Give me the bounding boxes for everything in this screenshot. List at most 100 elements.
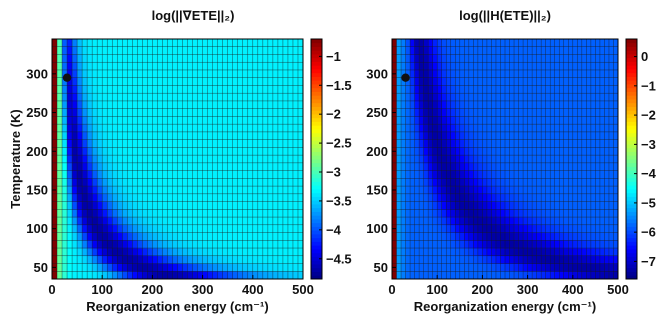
heatmap-cell [550, 124, 556, 133]
heatmap-cell [590, 116, 596, 125]
heatmap-cell [532, 240, 537, 249]
heatmap-cell [586, 93, 592, 102]
heatmap-cell [77, 240, 83, 249]
heatmap-cell [428, 193, 433, 202]
heatmap-cell [459, 108, 465, 117]
colorbar-swatch [626, 114, 637, 119]
heatmap-cell [222, 147, 228, 156]
heatmap-cell [197, 201, 203, 210]
heatmap-cell [287, 248, 294, 257]
heatmap-cell [187, 131, 193, 140]
heatmap-cell [604, 108, 610, 117]
colorbar-swatch [311, 177, 322, 182]
heatmap-cell [122, 209, 128, 218]
heatmap-cell [572, 77, 578, 86]
heatmap-cell [482, 54, 488, 63]
colorbar-swatch [311, 170, 322, 175]
heatmap-cell [132, 209, 138, 218]
heatmap-cell [405, 209, 411, 218]
heatmap-cell [257, 85, 264, 94]
heatmap-cell [568, 54, 574, 63]
heatmap-cell [67, 232, 73, 241]
heatmap-cell [559, 193, 565, 202]
heatmap-cell [232, 263, 239, 272]
heatmap-cell [536, 232, 542, 241]
heatmap-cell [102, 108, 108, 117]
heatmap-cell [495, 116, 501, 125]
heatmap-cell [142, 93, 148, 102]
heatmap-cell [162, 271, 168, 280]
heatmap-cell [505, 124, 510, 133]
heatmap-cell [142, 131, 148, 140]
heatmap-cell [222, 108, 228, 117]
heatmap-cell [82, 69, 88, 79]
heatmap-cell [227, 240, 234, 249]
heatmap-cell [595, 77, 601, 86]
heatmap-cell [202, 46, 208, 55]
heatmap-cell [167, 162, 173, 171]
heatmap-cell [541, 248, 546, 257]
heatmap-cell [441, 155, 447, 164]
heatmap-cell [272, 209, 279, 218]
heatmap-cell [222, 100, 228, 109]
heatmap-cell [527, 85, 533, 94]
heatmap-cell [473, 263, 479, 272]
heatmap-cell [167, 62, 173, 71]
heatmap-cell [455, 240, 461, 249]
heatmap-cell [167, 232, 173, 241]
heatmap-cell [62, 77, 68, 86]
heatmap-cell [586, 46, 592, 55]
heatmap-cell [252, 46, 259, 55]
heatmap-cell [482, 193, 488, 202]
heatmap-cell [292, 255, 299, 264]
heatmap-cell [202, 77, 208, 86]
heatmap-cell [572, 263, 578, 272]
heatmap-cell [122, 217, 128, 226]
colorbar-swatch [626, 226, 637, 231]
heatmap-cell [117, 85, 123, 94]
heatmap-cell [142, 162, 148, 171]
heatmap-cell [217, 178, 223, 187]
colorbar-swatch [311, 69, 322, 74]
heatmap-cell [282, 248, 289, 257]
heatmap-cell [222, 263, 228, 272]
heatmap-cell [177, 116, 183, 125]
heatmap-cell [272, 139, 279, 148]
heatmap-cell [414, 62, 420, 71]
heatmap-cell [132, 116, 138, 125]
heatmap-cell [613, 116, 619, 125]
heatmap-cell [518, 147, 524, 156]
heatmap-cell [142, 139, 148, 148]
heatmap-cell [590, 178, 596, 187]
heatmap-cell [237, 93, 244, 102]
heatmap-cell [267, 131, 274, 140]
heatmap-cell [446, 209, 452, 218]
heatmap-cell [222, 93, 228, 102]
heatmap-cell [127, 155, 133, 164]
heatmap-cell [247, 224, 254, 233]
heatmap-cell [147, 147, 153, 156]
heatmap-cell [473, 255, 479, 264]
heatmap-cell [57, 217, 63, 226]
heatmap-cell [247, 178, 254, 187]
heatmap-cell [247, 77, 254, 86]
heatmap-cell [477, 85, 483, 94]
heatmap-cell [277, 155, 284, 164]
heatmap-cell [505, 139, 510, 148]
heatmap-cell [613, 62, 619, 71]
colorbar-swatch [311, 99, 322, 104]
heatmap-cell [112, 147, 118, 156]
heatmap-cell [595, 224, 601, 233]
heatmap-cell [197, 54, 203, 63]
heatmap-cell [464, 100, 470, 109]
heatmap-cell [392, 217, 397, 226]
colorbar-swatch [311, 144, 322, 149]
heatmap-cell [545, 224, 551, 233]
heatmap-cell [604, 209, 610, 218]
heatmap-cell [468, 162, 474, 171]
heatmap-cell [292, 85, 299, 94]
heatmap-cell [122, 162, 128, 171]
heatmap-cell [581, 131, 587, 140]
heatmap-cell [491, 193, 497, 202]
heatmap-cell [604, 139, 610, 148]
